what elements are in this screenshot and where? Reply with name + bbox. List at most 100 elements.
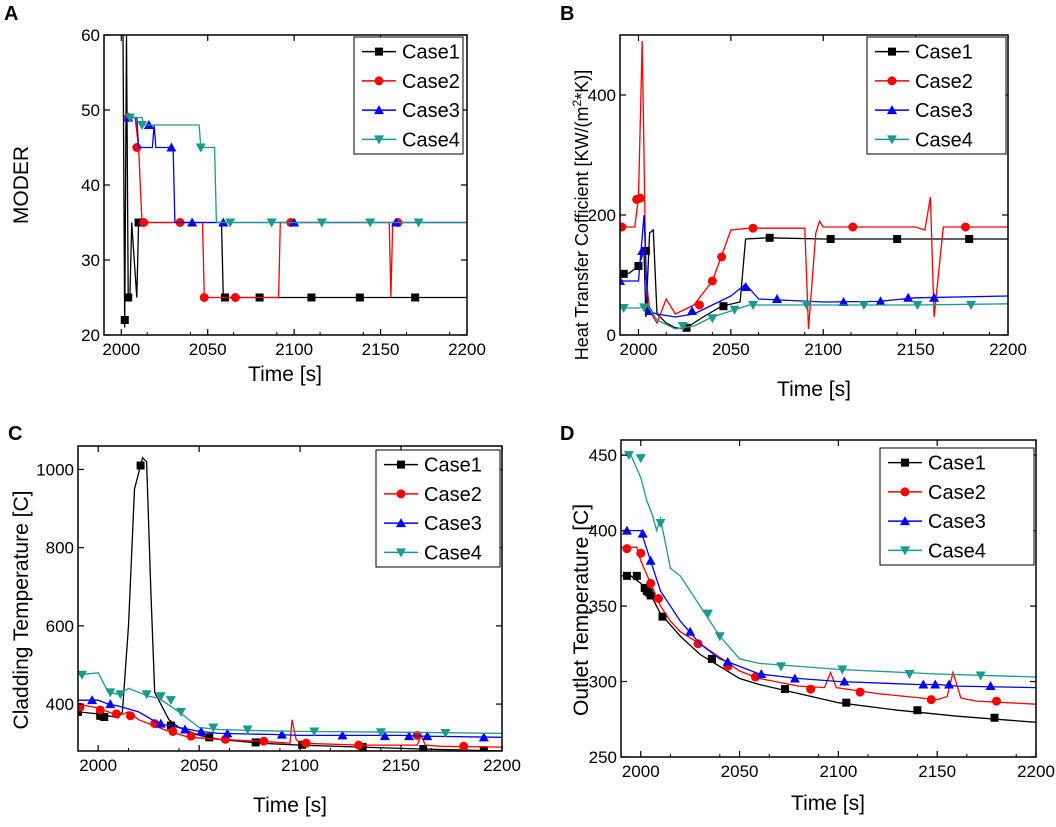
legend-label-case1: Case1 — [402, 42, 460, 64]
data-point-case3 — [789, 673, 800, 683]
x-tick-label: 2150 — [382, 756, 420, 775]
data-point-case1 — [120, 316, 129, 324]
panel-letter: D — [560, 423, 574, 445]
data-point-case4 — [858, 301, 869, 310]
data-point-case1 — [707, 654, 716, 663]
data-point-case1 — [134, 218, 143, 227]
legend-label-case3: Case3 — [402, 100, 460, 122]
data-point-case3 — [180, 724, 191, 734]
data-point-case1 — [136, 461, 145, 470]
data-point-case1 — [632, 571, 641, 580]
data-point-case2 — [717, 252, 727, 262]
data-point-case1 — [411, 293, 420, 302]
data-point-case3 — [722, 656, 733, 666]
x-tick-label: 2100 — [281, 756, 319, 775]
data-point-case2 — [961, 222, 971, 232]
data-point-case3 — [918, 679, 929, 689]
data-point-case1 — [965, 235, 974, 243]
series-markers-case4 — [623, 451, 986, 681]
data-point-case3 — [903, 292, 914, 302]
legend-marker-case4 — [396, 548, 406, 558]
series-markers-case1 — [120, 218, 420, 324]
x-axis-label: Time [s] — [253, 794, 327, 817]
legend-label-case2: Case2 — [402, 71, 460, 93]
x-axis-label: Time [s] — [248, 363, 322, 386]
data-point-case4 — [776, 662, 787, 672]
data-point-case2 — [636, 548, 646, 558]
data-point-case1 — [646, 591, 655, 600]
data-point-case4 — [195, 143, 206, 153]
legend-marker-case1 — [397, 460, 405, 469]
legend: Case1 Case2 Case3 Case4 — [879, 447, 1035, 566]
data-point-case2 — [459, 741, 469, 751]
data-point-case1 — [990, 713, 999, 722]
series-line-case1 — [122, 35, 467, 328]
data-point-case3 — [875, 296, 886, 306]
x-tick-label: 2000 — [102, 340, 140, 359]
data-point-case4 — [316, 218, 327, 228]
y-tick-label: 800 — [46, 539, 74, 558]
data-point-case4 — [655, 519, 666, 529]
legend-marker-case2 — [374, 76, 384, 86]
data-point-case3 — [944, 679, 955, 689]
data-point-case3 — [276, 729, 287, 739]
panel-letter: B — [560, 3, 574, 25]
data-point-case4 — [124, 113, 135, 123]
y-axis-label: Heat Transfer Cofficient [KW/(m2*K)] — [570, 70, 592, 360]
data-point-case1 — [893, 235, 902, 243]
x-tick-label: 2050 — [180, 756, 218, 775]
data-point-case2 — [139, 218, 149, 227]
data-point-case3 — [404, 731, 415, 741]
data-point-case4 — [620, 304, 629, 313]
data-point-case2 — [230, 293, 240, 302]
panel-letter: A — [4, 3, 18, 25]
data-point-case4 — [225, 218, 236, 228]
series-markers-case4 — [78, 670, 451, 739]
legend-marker-case2 — [887, 76, 897, 86]
data-point-case1 — [842, 698, 851, 707]
data-point-case3 — [196, 726, 207, 736]
data-point-case2 — [199, 293, 209, 302]
legend-marker-case2 — [900, 487, 910, 497]
legend-marker-case1 — [375, 47, 383, 56]
legend-label-case4: Case4 — [915, 129, 973, 151]
data-point-case2 — [707, 276, 717, 286]
legend-box — [375, 449, 501, 568]
data-point-case4 — [966, 301, 977, 310]
series-markers-case4 — [620, 301, 977, 331]
chart-panel-d: D 2000 2050 2100 2150 2200 250 300 350 400 450 Time… — [560, 423, 1055, 815]
series-line-case3 — [620, 214, 1008, 318]
data-point-case2 — [259, 736, 269, 746]
series-line-case3 — [621, 529, 1036, 689]
legend-label-case3: Case3 — [928, 511, 986, 533]
data-point-case1 — [719, 302, 728, 311]
data-point-case4 — [440, 729, 451, 739]
data-point-case1 — [100, 712, 109, 721]
y-tick-label: 400 — [588, 86, 616, 105]
series-line-case4 — [126, 116, 467, 224]
legend-label-case3: Case3 — [915, 100, 973, 122]
data-point-case4 — [242, 725, 253, 735]
y-tick-label: 350 — [589, 597, 617, 616]
data-point-case3 — [772, 294, 783, 303]
x-axis-label: Time [s] — [777, 378, 851, 401]
data-point-case4 — [748, 301, 759, 310]
data-point-case2 — [806, 684, 816, 694]
data-point-case1 — [124, 293, 133, 302]
data-point-case4 — [413, 218, 424, 228]
data-point-case2 — [750, 672, 760, 682]
panel-letter: C — [8, 423, 22, 445]
series-line-case2 — [78, 703, 502, 748]
data-point-case4 — [375, 728, 386, 738]
data-point-case4 — [309, 727, 320, 737]
x-tick-label: 2000 — [79, 756, 117, 775]
series-markers-case4 — [124, 113, 424, 228]
data-point-case2 — [186, 731, 196, 741]
legend: Case1 Case2 Case3 Case4 — [375, 449, 501, 568]
data-point-case4 — [975, 671, 986, 681]
data-point-case1 — [78, 707, 82, 716]
data-point-case2 — [693, 639, 703, 649]
data-point-case1 — [622, 571, 631, 580]
data-point-case3 — [838, 297, 849, 306]
x-tick-label: 2200 — [989, 340, 1027, 359]
